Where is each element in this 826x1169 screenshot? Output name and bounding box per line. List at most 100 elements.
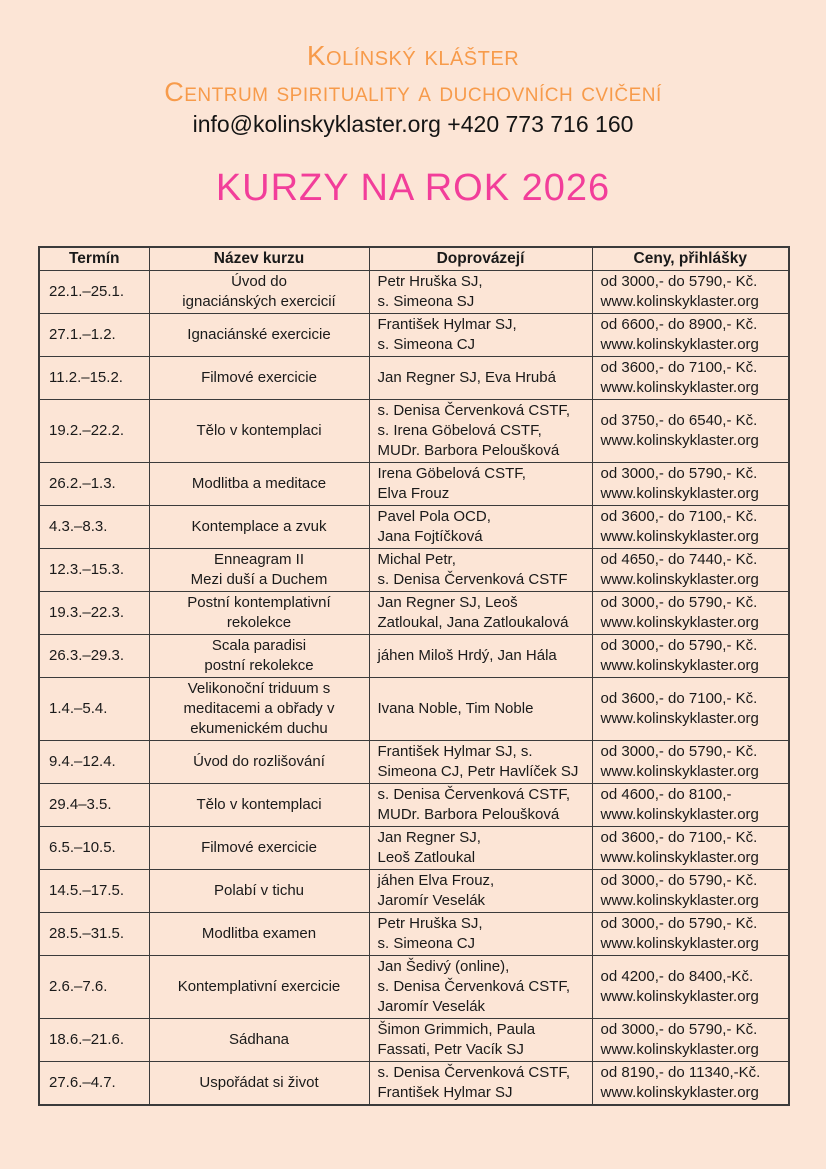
- cell-ceny: od 3000,- do 5790,- Kč. www.kolinskyklast…: [591, 591, 790, 636]
- table-body: 22.1.–25.1. Úvod do ignaciánských exercici…: [38, 270, 790, 1106]
- cell-termin: 4.3.–8.3.: [38, 505, 150, 550]
- cell-doprovazeji: Šimon Grimmich, Paula Fassati, Petr Vacík…: [368, 1018, 593, 1063]
- cell-termin: 19.3.–22.3.: [38, 591, 150, 636]
- cell-ceny: od 3600,- do 7100,- Kč. www.kolinskyklast…: [591, 356, 790, 401]
- cell-termin: 11.2.–15.2.: [38, 356, 150, 401]
- cell-nazev: Kontemplace a zvuk: [148, 505, 370, 550]
- cell-doprovazeji: Pavel Pola OCD, Jana Fojtíčková: [368, 505, 593, 550]
- cell-doprovazeji: Jan Regner SJ, Leoš Zatloukal, Jana Zatlo…: [368, 591, 593, 636]
- cell-doprovazeji: s. Denisa Červenková CSTF, s. Irena Göbel…: [368, 399, 593, 464]
- table-row: 1.4.–5.4. Velikonoční triduum s meditacemi…: [38, 677, 790, 742]
- cell-doprovazeji: s. Denisa Červenková CSTF, František Hylm…: [368, 1061, 593, 1106]
- cell-nazev: Úvod do ignaciánských exercicií: [148, 270, 370, 315]
- cell-doprovazeji: Jan Šedivý (online), s. Denisa Červenková…: [368, 955, 593, 1020]
- table-row: 6.5.–10.5. Filmové exercicie Jan Regner SJ…: [38, 826, 790, 871]
- cell-ceny: od 8190,- do 11340,-Kč. www.kolinskyklast…: [591, 1061, 790, 1106]
- cell-ceny: od 3000,- do 5790,- Kč. www.kolinskyklast…: [591, 869, 790, 914]
- cell-nazev: Filmové exercicie: [148, 356, 370, 401]
- cell-ceny: od 4650,- do 7440,- Kč. www.kolinskyklast…: [591, 548, 790, 593]
- cell-ceny: od 3000,- do 5790,- Kč. www.kolinskyklast…: [591, 740, 790, 785]
- cell-nazev: Tělo v kontemplaci: [148, 783, 370, 828]
- cell-doprovazeji: Jan Regner SJ, Leoš Zatloukal: [368, 826, 593, 871]
- table-row: 29.4–3.5. Tělo v kontemplaci s. Denisa Čer…: [38, 783, 790, 828]
- table-row: 28.5.–31.5. Modlitba examen Petr Hruška SJ…: [38, 912, 790, 957]
- cell-ceny: od 3000,- do 5790,- Kč. www.kolinskyklast…: [591, 1018, 790, 1063]
- cell-termin: 26.3.–29.3.: [38, 634, 150, 679]
- page-title: KURZY NA ROK 2026: [215, 167, 611, 210]
- cell-nazev: Sádhana: [148, 1018, 370, 1063]
- cell-nazev: Kontemplativní exercicie: [148, 955, 370, 1020]
- organization-name: Kolínský klášter: [306, 40, 520, 71]
- cell-termin: 27.1.–1.2.: [38, 313, 150, 358]
- cell-ceny: od 3600,- do 7100,- Kč. www.kolinskyklast…: [591, 826, 790, 871]
- column-header: Název kurzu: [148, 246, 370, 272]
- cell-doprovazeji: Jan Regner SJ, Eva Hrubá: [368, 356, 593, 401]
- table-header-row: Termín Název kurzu Doprovázejí Ceny, přihlá…: [38, 246, 790, 272]
- cell-doprovazeji: Ivana Noble, Tim Noble: [368, 677, 593, 742]
- table-row: 26.2.–1.3. Modlitba a meditace Irena Göbel…: [38, 462, 790, 507]
- cell-termin: 2.6.–7.6.: [38, 955, 150, 1020]
- cell-termin: 27.6.–4.7.: [38, 1061, 150, 1106]
- cell-nazev: Ignaciánské exercicie: [148, 313, 370, 358]
- cell-termin: 14.5.–17.5.: [38, 869, 150, 914]
- cell-ceny: od 3000,- do 5790,- Kč. www.kolinskyklast…: [591, 634, 790, 679]
- cell-termin: 6.5.–10.5.: [38, 826, 150, 871]
- cell-termin: 1.4.–5.4.: [38, 677, 150, 742]
- cell-ceny: od 3750,- do 6540,- Kč. www.kolinskyklast…: [591, 399, 790, 464]
- cell-termin: 18.6.–21.6.: [38, 1018, 150, 1063]
- cell-doprovazeji: František Hylmar SJ, s. Simeona CJ: [368, 313, 593, 358]
- cell-nazev: Tělo v kontemplaci: [148, 399, 370, 464]
- cell-doprovazeji: jáhen Miloš Hrdý, Jan Hála: [368, 634, 593, 679]
- cell-nazev: Modlitba examen: [148, 912, 370, 957]
- table-row: 9.4.–12.4. Úvod do rozlišování František H…: [38, 740, 790, 785]
- table-row: 27.6.–4.7. Uspořádat si život s. Denisa Če…: [38, 1061, 790, 1106]
- column-header: Ceny, přihlášky: [591, 246, 790, 272]
- cell-ceny: od 3600,- do 7100,- Kč. www.kolinskyklast…: [591, 677, 790, 742]
- cell-doprovazeji: Petr Hruška SJ, s. Simeona SJ: [368, 270, 593, 315]
- cell-doprovazeji: Irena Göbelová CSTF, Elva Frouz: [368, 462, 593, 507]
- cell-ceny: od 4200,- do 8400,-Kč. www.kolinskyklaste…: [591, 955, 790, 1020]
- cell-nazev: Velikonoční triduum s meditacemi a obřady…: [148, 677, 370, 742]
- cell-doprovazeji: František Hylmar SJ, s. Simeona CJ, Petr …: [368, 740, 593, 785]
- cell-nazev: Postní kontemplativní rekolekce: [148, 591, 370, 636]
- column-header: Doprovázejí: [368, 246, 593, 272]
- cell-nazev: Modlitba a meditace: [148, 462, 370, 507]
- cell-termin: 26.2.–1.3.: [38, 462, 150, 507]
- table-row: 14.5.–17.5. Polabí v tichu jáhen Elva Frou…: [38, 869, 790, 914]
- table-row: 18.6.–21.6. Sádhana Šimon Grimmich, Paula F…: [38, 1018, 790, 1063]
- cell-termin: 22.1.–25.1.: [38, 270, 150, 315]
- cell-nazev: Úvod do rozlišování: [148, 740, 370, 785]
- cell-doprovazeji: jáhen Elva Frouz, Jaromír Veselák: [368, 869, 593, 914]
- courses-table: Termín Název kurzu Doprovázejí Ceny, přihlá…: [38, 246, 790, 1107]
- cell-ceny: od 3000,- do 5790,- Kč. www.kolinskyklast…: [591, 270, 790, 315]
- cell-doprovazeji: s. Denisa Červenková CSTF, MUDr. Barbora …: [368, 783, 593, 828]
- table-row: 12.3.–15.3. Enneagram II Mezi duší a Duche…: [38, 548, 790, 593]
- cell-termin: 28.5.–31.5.: [38, 912, 150, 957]
- cell-termin: 12.3.–15.3.: [38, 548, 150, 593]
- courses-table-container: Termín Název kurzu Doprovázejí Ceny, přihlá…: [38, 246, 826, 1107]
- table-row: 22.1.–25.1. Úvod do ignaciánských exercici…: [38, 270, 790, 315]
- cell-ceny: od 3000,- do 5790,- Kč. www.kolinskyklast…: [591, 462, 790, 507]
- cell-ceny: od 6600,- do 8900,- Kč. www.kolinskyklast…: [591, 313, 790, 358]
- column-header: Termín: [38, 246, 150, 272]
- cell-termin: 19.2.–22.2.: [38, 399, 150, 464]
- organization-subtitle: Centrum spirituality a duchovních cvičen…: [164, 77, 662, 108]
- cell-ceny: od 3600,- do 7100,- Kč. www.kolinskyklast…: [591, 505, 790, 550]
- cell-ceny: od 3000,- do 5790,- Kč. www.kolinskyklast…: [591, 912, 790, 957]
- table-row: 11.2.–15.2. Filmové exercicie Jan Regner S…: [38, 356, 790, 401]
- cell-ceny: od 4600,- do 8100,- www.kolinskyklaster.o…: [591, 783, 790, 828]
- table-row: 27.1.–1.2. Ignaciánské exercicie František…: [38, 313, 790, 358]
- cell-nazev: Scala paradisi postní rekolekce: [148, 634, 370, 679]
- table-row: 19.2.–22.2. Tělo v kontemplaci s. Denisa Č…: [38, 399, 790, 464]
- contact-info: info@kolinskyklaster.org +420 773 716 16…: [192, 110, 634, 137]
- cell-nazev: Enneagram II Mezi duší a Duchem: [148, 548, 370, 593]
- cell-nazev: Filmové exercicie: [148, 826, 370, 871]
- table-row: 26.3.–29.3. Scala paradisi postní rekolekc…: [38, 634, 790, 679]
- cell-nazev: Uspořádat si život: [148, 1061, 370, 1106]
- page-header: Kolínský klášter Centrum spirituality a …: [0, 0, 826, 210]
- cell-doprovazeji: Michal Petr, s. Denisa Červenková CSTF: [368, 548, 593, 593]
- cell-doprovazeji: Petr Hruška SJ, s. Simeona CJ: [368, 912, 593, 957]
- table-row: 19.3.–22.3. Postní kontemplativní rekolekc…: [38, 591, 790, 636]
- cell-nazev: Polabí v tichu: [148, 869, 370, 914]
